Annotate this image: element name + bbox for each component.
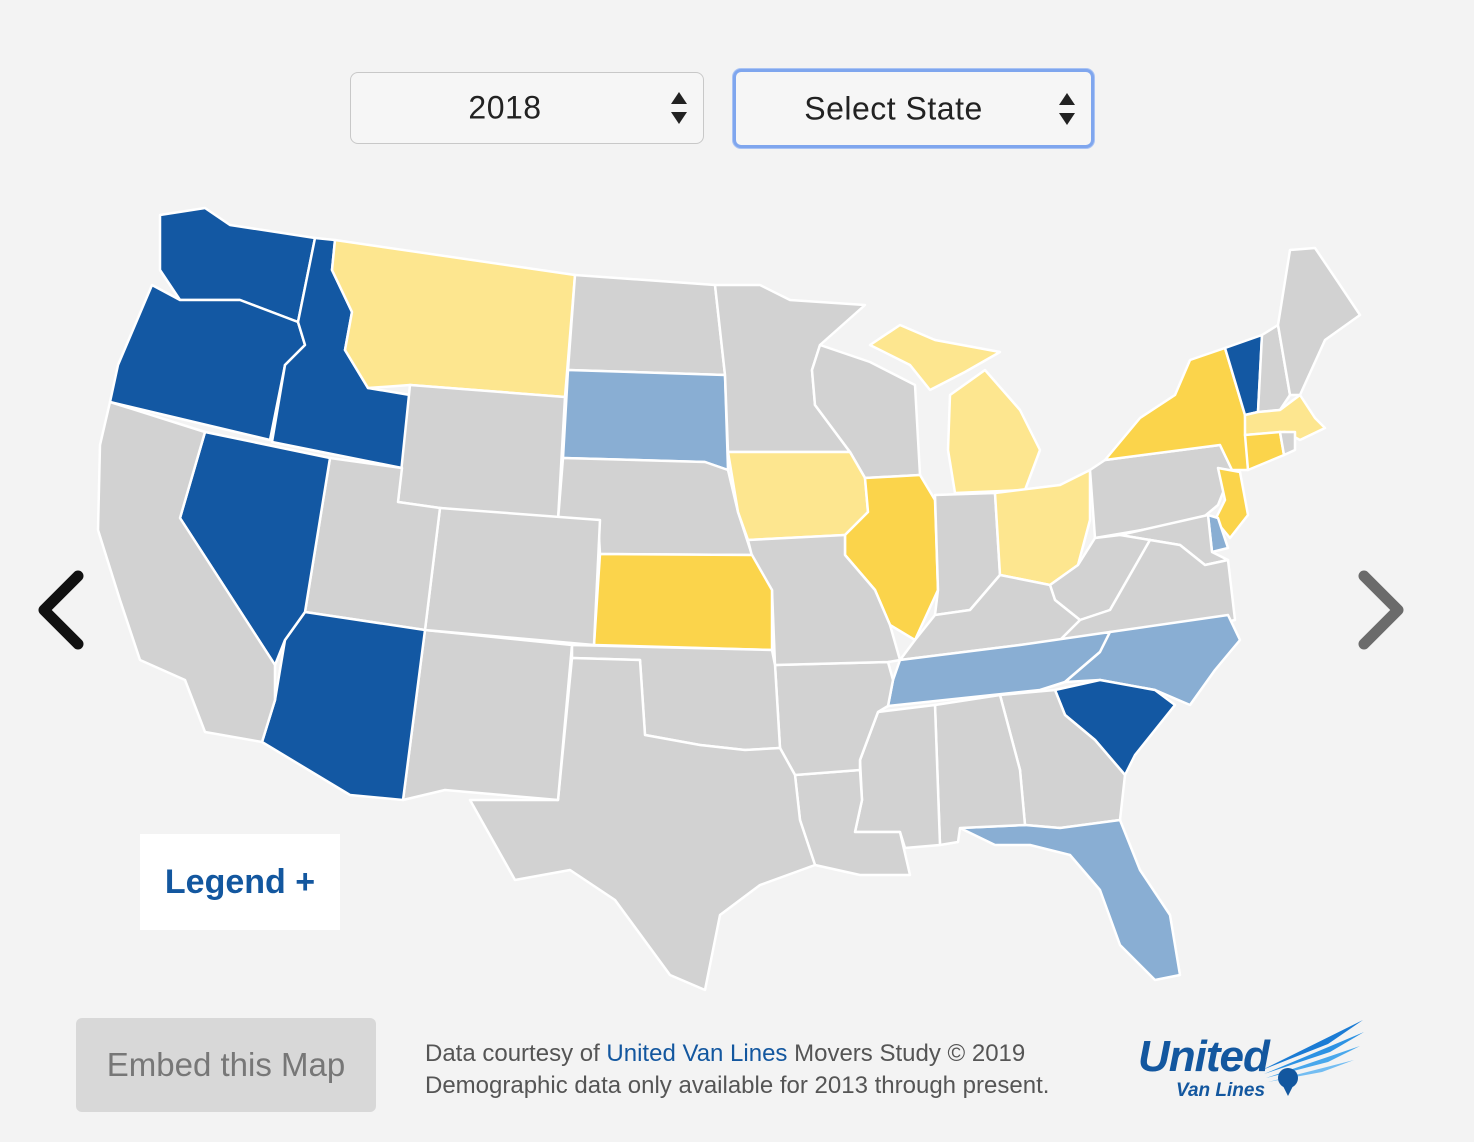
legend-button-label: Legend + — [164, 862, 316, 901]
state-michigan[interactable] — [868, 323, 1042, 495]
year-select-value: 2018 — [468, 89, 542, 126]
state-alabama[interactable] — [933, 693, 1027, 847]
state-arizona[interactable] — [260, 610, 427, 802]
embed-map-button[interactable]: Embed this Map — [76, 1018, 376, 1112]
credits-line-2: Demographic data only available for 2013… — [425, 1072, 1050, 1099]
previous-arrow-icon[interactable] — [30, 568, 90, 652]
embed-map-button-label: Embed this Map — [106, 1046, 346, 1083]
state-north-dakota[interactable] — [566, 273, 727, 377]
eagle-wing-icon — [1262, 1020, 1364, 1096]
data-credits: Data courtesy of United Van Lines Movers… — [425, 1038, 1125, 1102]
state-north-carolina[interactable] — [1063, 613, 1242, 707]
logo-word: United — [1138, 1032, 1270, 1081]
state-texas[interactable] — [468, 656, 817, 992]
united-van-lines-link[interactable]: United Van Lines — [606, 1040, 788, 1067]
select-updown-icon — [671, 92, 687, 124]
state-new-jersey[interactable] — [1213, 466, 1250, 540]
state-select-value: Select State — [804, 90, 983, 126]
select-updown-icon — [1059, 92, 1075, 125]
state-rhode-island[interactable] — [1278, 430, 1297, 457]
state-new-hampshire[interactable] — [1256, 323, 1292, 414]
state-wyoming[interactable] — [396, 383, 567, 522]
credits-suffix: Movers Study © 2019 — [787, 1040, 1026, 1067]
state-maine[interactable] — [1276, 246, 1362, 397]
year-select[interactable]: 2018 — [350, 72, 704, 144]
state-south-dakota[interactable] — [561, 368, 730, 472]
state-kansas[interactable] — [592, 552, 774, 652]
credits-line-1: Data courtesy of United Van Lines Movers… — [425, 1038, 1125, 1070]
logo-sub: Van Lines — [1176, 1080, 1266, 1101]
legend-button[interactable]: Legend + — [140, 834, 340, 930]
state-new-mexico[interactable] — [401, 628, 574, 802]
state-select[interactable]: Select State — [733, 69, 1094, 148]
state-california[interactable] — [96, 400, 277, 744]
next-arrow-icon[interactable] — [1352, 568, 1412, 652]
us-migration-map — [96, 206, 1362, 992]
state-new-york[interactable] — [1103, 346, 1250, 472]
state-florida[interactable] — [958, 818, 1182, 982]
united-van-lines-logo: United Van Lines — [1136, 1018, 1376, 1108]
state-iowa[interactable] — [726, 450, 870, 542]
state-connecticut[interactable] — [1243, 430, 1286, 472]
credits-prefix: Data courtesy of — [425, 1040, 607, 1067]
state-montana[interactable] — [330, 238, 577, 399]
state-colorado[interactable] — [423, 506, 602, 647]
